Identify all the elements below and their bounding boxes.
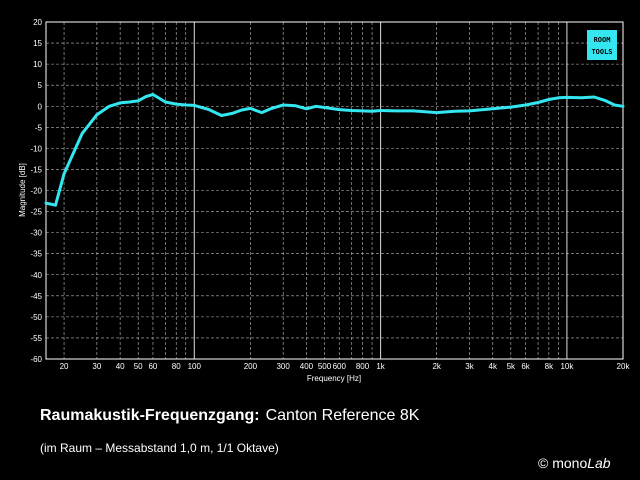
y-tick-label: -50	[30, 313, 42, 322]
y-tick-label: 10	[33, 60, 42, 69]
y-tick-labels: 20 15 10 5 0 -5 -10 -15 -20 -25 -30 -35 -40 -45 -50 -55…	[30, 18, 42, 364]
x-tick-label: 600	[333, 362, 347, 371]
y-tick-label: -45	[30, 292, 42, 301]
frequency-response-chart: 20151050-5-10-15-20-25-30-35-40-45-50-55…	[18, 18, 631, 383]
y-tick-label: 15	[33, 39, 42, 48]
series-line	[44, 93, 625, 207]
y-tick-label: 5	[38, 81, 43, 90]
x-tick-label: 200	[244, 362, 258, 371]
x-tick-label: 6k	[521, 362, 530, 371]
copyright-prefix: © mono	[538, 455, 588, 471]
x-tick-label: 2k	[432, 362, 441, 371]
x-tick-label: 800	[356, 362, 370, 371]
x-tick-label: 5k	[507, 362, 516, 371]
chart-caption-title: Raumakustik-Frequenzgang: Canton Referenc…	[40, 407, 419, 425]
y-tick-label: -35	[30, 250, 42, 259]
y-tick-label: 0	[38, 102, 43, 111]
y-axis-label: Magnitude [dB]	[18, 163, 27, 217]
x-tick-label: 300	[276, 362, 290, 371]
y-tick-label: -40	[30, 271, 42, 280]
x-tick-label: 500	[318, 362, 332, 371]
plot-frame	[45, 21, 624, 360]
x-tick-label: 400	[300, 362, 314, 371]
y-tick-label: -55	[30, 334, 42, 343]
y-tick-label: -60	[30, 355, 42, 364]
x-tick-label: 4k	[489, 362, 498, 371]
x-tick-label: 30	[92, 362, 101, 371]
copyright-notice: © monoLab	[538, 455, 611, 471]
y-tick-label: -30	[30, 229, 42, 238]
grid-lines	[46, 22, 623, 359]
y-tick-label: -15	[30, 165, 42, 174]
y-tick-label: 20	[33, 18, 42, 27]
x-axis-label: Frequency [Hz]	[307, 374, 361, 383]
x-tick-label: 40	[116, 362, 125, 371]
x-tick-label: 50	[134, 362, 143, 371]
x-tick-label: 80	[172, 362, 181, 371]
x-tick-label: 100	[188, 362, 202, 371]
caption-subtitle: (im Raum – Messabstand 1,0 m, 1/1 Oktave…	[40, 441, 279, 455]
x-tick-label: 20k	[617, 362, 631, 371]
x-tick-labels: 20 30 40 50 60 80 100 200 300 400 500 600 800 1k 2k 3k 4…	[60, 362, 631, 371]
y-tick-label: -10	[30, 144, 42, 153]
caption-subject: Canton Reference 8K	[265, 407, 420, 424]
x-tick-label: 3k	[465, 362, 474, 371]
y-tick-label: -20	[30, 187, 42, 196]
caption-title-bold: Raumakustik-Frequenzgang:	[40, 407, 260, 424]
copyright-suffix: Lab	[587, 455, 611, 471]
y-tick-label: -5	[35, 123, 43, 132]
x-tick-label: 8k	[545, 362, 554, 371]
logo-line-2: TOOLS	[591, 48, 612, 56]
x-tick-label: 20	[60, 362, 69, 371]
x-tick-label: 60	[148, 362, 157, 371]
y-tick-label: -25	[30, 208, 42, 217]
x-tick-label: 1k	[376, 362, 385, 371]
x-tick-label: 10k	[560, 362, 574, 371]
room-tools-logo: ROOM TOOLS	[587, 30, 617, 60]
logo-line-1: ROOM	[594, 36, 611, 44]
